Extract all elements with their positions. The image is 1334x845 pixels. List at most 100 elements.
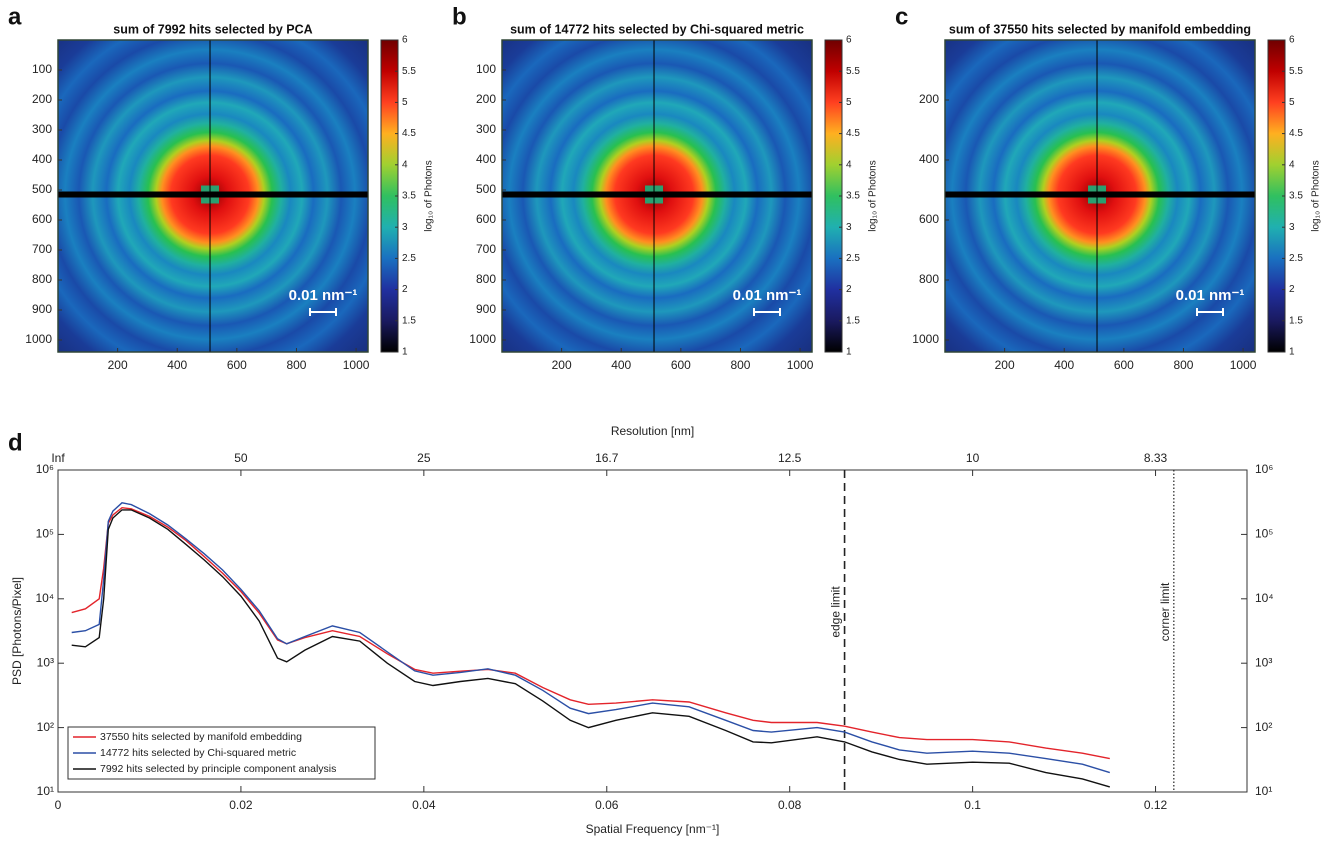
colorbar-tick-label: 3 (1289, 222, 1295, 233)
y-tick-label: 800 (919, 272, 939, 286)
colorbar-tick-label: 4.5 (1289, 128, 1303, 139)
colorbar-tick-label: 3.5 (402, 191, 416, 202)
colorbar-tick-label: 3.5 (1289, 191, 1303, 202)
x-tick-label: 800 (286, 358, 306, 372)
series-line (71, 509, 1110, 788)
colorbar-label: log₁₀ of Photons (1311, 160, 1322, 231)
x-tick-label: 1000 (787, 358, 814, 372)
x-tick-label: 600 (1114, 358, 1134, 372)
colorbar-tick-label: 1.5 (846, 315, 860, 326)
y-tick-label: 600 (919, 212, 939, 226)
scale-bar-label: 0.01 nm⁻¹ (1176, 287, 1245, 304)
colorbar-tick-label: 6 (1289, 35, 1295, 46)
x2-tick-label: 50 (234, 451, 248, 465)
y-tick-label: 400 (919, 152, 939, 166)
y-tick-label: 800 (32, 272, 52, 286)
panel-title: sum of 14772 hits selected by Chi-square… (510, 22, 804, 36)
colorbar-tick-label: 2.5 (1289, 253, 1303, 264)
x-tick-label: 800 (1173, 358, 1193, 372)
x-tick-label: 0.1 (964, 798, 981, 812)
colorbar-tick-label: 5.5 (1289, 66, 1303, 77)
legend-label: 37550 hits selected by manifold embeddin… (100, 731, 302, 743)
y-tick-label: 200 (32, 92, 52, 106)
colorbar-tick-label: 1 (846, 347, 852, 358)
x-tick-label: 1000 (343, 358, 370, 372)
x-tick-label: 0.08 (778, 798, 802, 812)
x-tick-label: 400 (167, 358, 187, 372)
y-tick-label: 200 (919, 92, 939, 106)
colorbar-tick-label: 2 (846, 284, 852, 295)
y-tick-label: 10¹ (37, 784, 54, 798)
y-tick-label: 900 (32, 302, 52, 316)
y-tick-label: 1000 (469, 332, 496, 346)
series-line (71, 506, 1110, 760)
x2-tick-label: 12.5 (778, 451, 802, 465)
y-axis-label: PSD [Photons/Pixel] (10, 577, 24, 685)
colorbar-tick-label: 2 (1289, 284, 1295, 295)
panel-title: sum of 7992 hits selected by PCA (113, 22, 312, 36)
axes-frame (57, 469, 1248, 793)
x-tick-label: 400 (1054, 358, 1074, 372)
x-tick-label: 200 (108, 358, 128, 372)
y-tick-label: 100 (32, 62, 52, 76)
colorbar-label: log₁₀ of Photons (424, 160, 435, 231)
x2-tick-label: 10 (966, 451, 980, 465)
y-tick-label: 500 (476, 182, 496, 196)
y-tick-label: 700 (32, 242, 52, 256)
x-tick-label: 400 (611, 358, 631, 372)
colorbar-tick-label: 3 (846, 222, 852, 233)
panel-letter: d (8, 429, 23, 456)
x2-axis-label: Resolution [nm] (611, 424, 694, 438)
y-tick-label-right: 10⁵ (1255, 527, 1273, 541)
y-tick-label-right: 10⁴ (1255, 591, 1274, 605)
colorbar-tick-label: 5 (846, 97, 852, 108)
panel-letter: a (8, 3, 22, 30)
colorbar-tick-label: 1.5 (1289, 315, 1303, 326)
legend-box (67, 726, 376, 780)
colorbar-tick-label: 6 (402, 35, 408, 46)
colorbar-label: log₁₀ of Photons (868, 160, 879, 231)
x-tick-label: 1000 (1230, 358, 1257, 372)
y-tick-label: 500 (32, 182, 52, 196)
colorbar-tick-label: 5 (1289, 97, 1295, 108)
colorbar-tick-label: 5.5 (846, 66, 860, 77)
y-tick-label-right: 10³ (1255, 655, 1272, 669)
y-tick-label: 10⁴ (35, 591, 54, 605)
x-tick-label: 800 (730, 358, 750, 372)
panel-letter: c (895, 3, 908, 30)
x-tick-label: 600 (227, 358, 247, 372)
colorbar-tick-label: 6 (846, 35, 852, 46)
colorbar-tick-label: 4.5 (846, 128, 860, 139)
y-tick-label: 10⁵ (36, 527, 54, 541)
x2-tick-label: 8.33 (1144, 451, 1168, 465)
axes-frame (57, 39, 369, 353)
x-tick-label: 0 (55, 798, 62, 812)
panel-title: sum of 37550 hits selected by manifold e… (949, 22, 1251, 36)
y-tick-label: 1000 (912, 332, 939, 346)
y-tick-label: 10³ (37, 655, 54, 669)
colorbar-tick-label: 5 (402, 97, 408, 108)
colorbar-tick-label: 1 (1289, 347, 1295, 358)
colorbar-tick-label: 4 (1289, 159, 1295, 170)
colorbar-tick-label: 1 (402, 347, 408, 358)
x-tick-label: 600 (671, 358, 691, 372)
colorbar-tick-label: 3.5 (846, 191, 860, 202)
axes-frame (501, 39, 813, 353)
colorbar-tick-label: 3 (402, 222, 408, 233)
colorbar-tick-label: 4 (846, 159, 852, 170)
y-tick-label: 800 (476, 272, 496, 286)
colorbar-tick-label: 5.5 (402, 66, 416, 77)
y-tick-label: 600 (476, 212, 496, 226)
colorbar-tick-label: 2 (402, 284, 408, 295)
y-tick-label: 900 (476, 302, 496, 316)
x-tick-label: 0.04 (412, 798, 436, 812)
colorbar-tick-label: 2.5 (846, 253, 860, 264)
legend-label: 14772 hits selected by Chi-squared metri… (100, 747, 296, 759)
x-tick-label: 0.06 (595, 798, 619, 812)
y-tick-label: 400 (32, 152, 52, 166)
limit-label: edge limit (829, 586, 843, 638)
scale-bar-label: 0.01 nm⁻¹ (289, 287, 358, 304)
y-tick-label: 10² (37, 720, 54, 734)
x-tick-label: 200 (552, 358, 572, 372)
